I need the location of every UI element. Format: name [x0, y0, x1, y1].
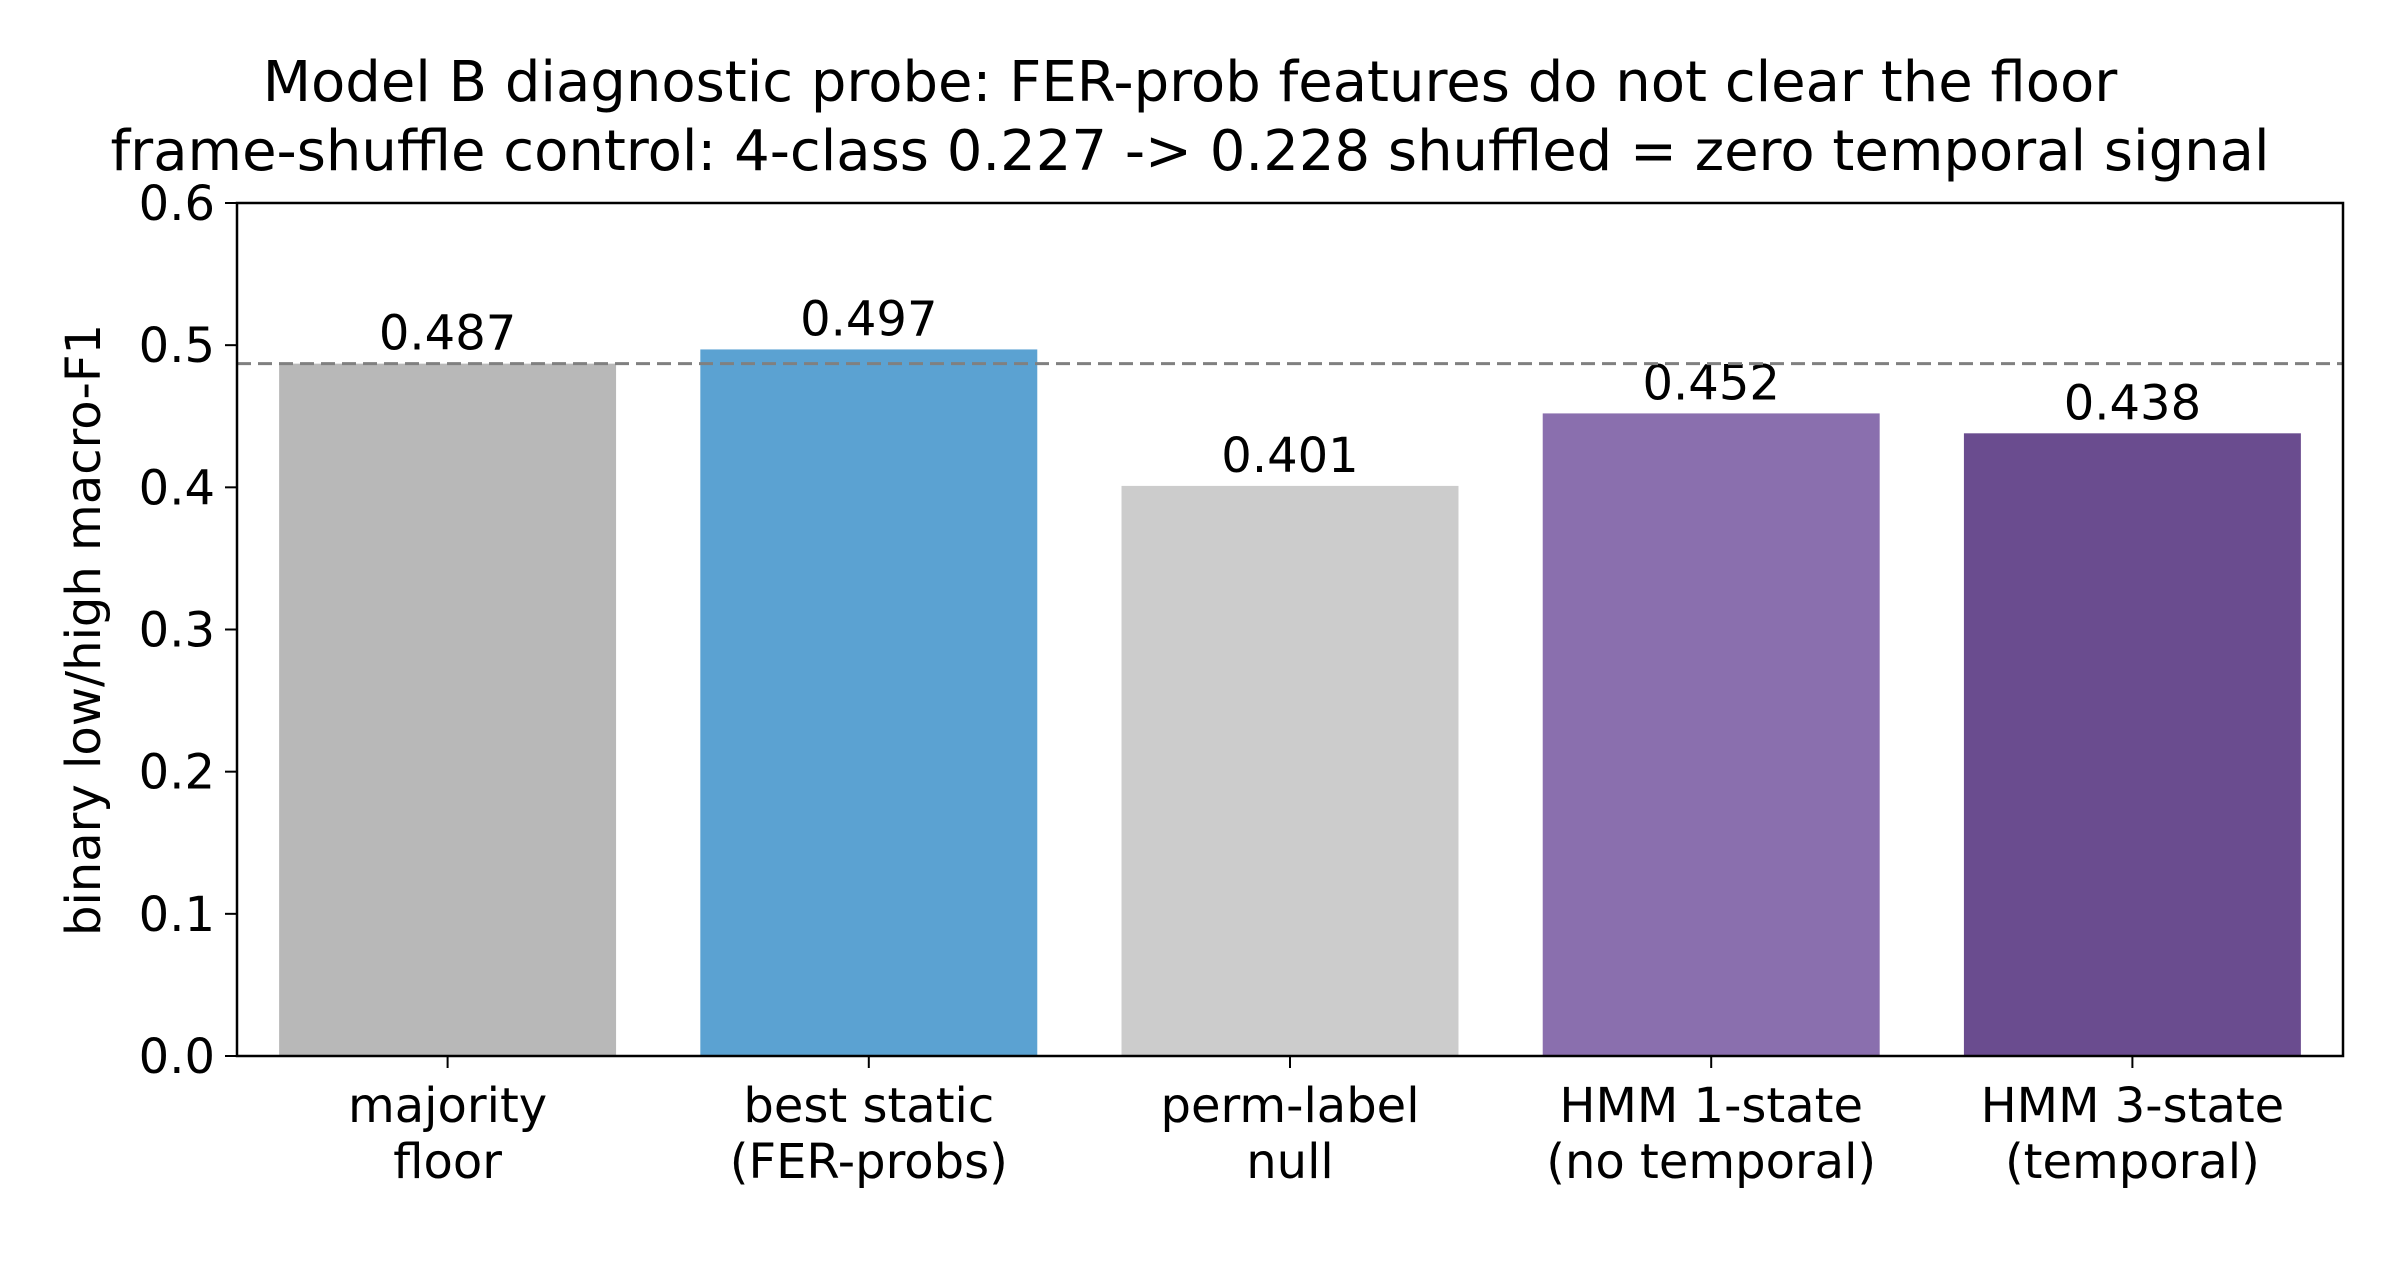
- y-tick-label-2: 0.2: [139, 745, 215, 801]
- x-tick-label-3: perm-label null: [1160, 1078, 1419, 1190]
- bar-4: [1542, 413, 1880, 1056]
- x-tick-label-1: majority floor: [348, 1078, 547, 1190]
- y-tick-label-3: 0.3: [139, 603, 215, 659]
- x-tick-label-4: HMM 1-state (no temporal): [1546, 1078, 1876, 1190]
- y-tick-label-4: 0.4: [139, 460, 215, 516]
- y-tick-label-1: 0.1: [139, 887, 215, 943]
- x-tick-label-5: HMM 3-state (temporal): [1981, 1078, 2285, 1190]
- chart-subtitle: frame-shuffle control: 4-class 0.227 -> …: [110, 119, 2269, 184]
- plot-area: 0.487 majority floor 0.497 best static (FER-p…: [139, 176, 2345, 1190]
- bar-value-label-5: 0.438: [2064, 375, 2201, 431]
- y-tick-label-0: 0.0: [139, 1029, 215, 1085]
- y-axis-label: binary low/high macro-F1: [56, 324, 112, 936]
- y-tick-label-6: 0.6: [139, 176, 215, 232]
- x-tick-label-2: best static (FER-probs): [730, 1078, 1008, 1190]
- y-tick-label-5: 0.5: [139, 318, 215, 374]
- plot-frame: [235, 201, 2345, 1058]
- bar-value-label-2: 0.497: [800, 291, 937, 347]
- bar-1: [279, 363, 617, 1057]
- bar-value-label-1: 0.487: [379, 306, 516, 362]
- bar-2: [700, 349, 1038, 1057]
- bar-3: [1121, 485, 1459, 1057]
- bar-5: [1963, 433, 2301, 1056]
- chart-title: Model B diagnostic probe: FER-prob featu…: [263, 50, 2119, 115]
- bar-value-label-3: 0.401: [1221, 428, 1358, 484]
